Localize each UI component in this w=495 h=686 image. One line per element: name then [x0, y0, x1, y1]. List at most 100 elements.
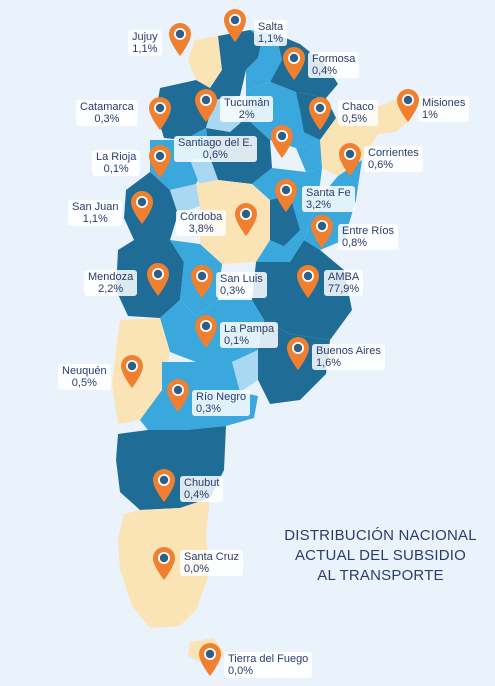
location-pin-icon-catamarca	[147, 95, 173, 131]
region-name-rio-negro: Río Negro	[196, 391, 247, 403]
region-name-tucuman: Tucumán	[224, 97, 270, 109]
location-pin-icon-misiones	[395, 87, 421, 123]
region-value-tucuman: 2%	[238, 109, 255, 121]
label-tierra-del-fuego: Tierra del Fuego 0,0%	[224, 652, 313, 678]
label-santiago-del-e: Santiago del E. 0,6%	[174, 136, 257, 162]
province-san-juan-light	[170, 184, 200, 214]
region-value-neuquen: 0,5%	[71, 377, 97, 389]
label-amba: AMBA 77,9%	[324, 270, 364, 296]
map-title-line-1: DISTRIBUCIÓN NACIONAL	[284, 527, 477, 544]
location-pin-icon-salta	[222, 7, 248, 43]
location-pin-icon-cordoba	[233, 201, 259, 237]
label-chaco: Chaco 0,5%	[338, 100, 378, 126]
label-corrientes: Corrientes 0,6%	[364, 146, 423, 172]
label-san-juan: San Juan 1,1%	[68, 200, 123, 226]
region-name-entre-rios: Entre Ríos	[342, 225, 394, 237]
location-pin-icon-santiago-del-e	[269, 123, 295, 159]
label-misiones: Misiones 1%	[418, 96, 470, 122]
location-pin-icon-santa-fe	[273, 177, 299, 213]
label-formosa: Formosa 0,4%	[308, 52, 360, 78]
region-name-santa-fe: Santa Fe	[306, 187, 351, 199]
region-value-entre-rios: 0,8%	[342, 237, 368, 249]
location-pin-icon-la-rioja	[147, 143, 173, 179]
label-jujuy: Jujuy 1,1%	[128, 30, 162, 56]
region-name-amba: AMBA	[328, 271, 360, 283]
label-tucuman: Tucumán 2%	[220, 96, 274, 122]
region-name-chaco: Chaco	[342, 101, 374, 113]
label-buenos-aires: Buenos Aires 1,6%	[312, 344, 385, 370]
region-value-mendoza: 2,2%	[98, 283, 124, 295]
location-pin-icon-buenos-aires	[285, 335, 311, 371]
region-value-la-rioja: 0,1%	[103, 163, 129, 175]
region-value-santiago-del-e: 0,6%	[202, 149, 228, 161]
region-value-formosa: 0,4%	[312, 65, 338, 77]
region-value-rio-negro: 0,3%	[196, 403, 222, 415]
location-pin-icon-tucuman	[193, 87, 219, 123]
region-name-san-luis: San Luis	[220, 273, 263, 285]
label-santa-cruz: Santa Cruz 0,0%	[180, 550, 244, 576]
region-value-la-pampa: 0,1%	[224, 335, 250, 347]
region-value-salta: 1,1%	[258, 33, 284, 45]
region-name-la-pampa: La Pampa	[224, 323, 275, 335]
region-name-corrientes: Corrientes	[368, 147, 419, 159]
label-neuquen: Neuquén 0,5%	[58, 364, 111, 390]
label-catamarca: Catamarca 0,3%	[76, 100, 138, 126]
region-value-chubut: 0,4%	[184, 489, 210, 501]
location-pin-icon-san-juan	[129, 189, 155, 225]
location-pin-icon-corrientes	[337, 141, 363, 177]
region-value-buenos-aires: 1,6%	[316, 357, 342, 369]
region-value-amba: 77,9%	[328, 283, 360, 295]
label-santa-fe: Santa Fe 3,2%	[302, 186, 355, 212]
label-cordoba: Córdoba 3,8%	[176, 210, 227, 236]
label-entre-rios: Entre Ríos 0,8%	[338, 224, 398, 250]
region-name-catamarca: Catamarca	[80, 101, 134, 113]
location-pin-icon-jujuy	[167, 21, 193, 57]
region-value-jujuy: 1,1%	[132, 43, 158, 55]
location-pin-icon-chubut	[151, 467, 177, 503]
region-value-tierra-del-fuego: 0,0%	[228, 665, 254, 677]
location-pin-icon-entre-rios	[309, 213, 335, 249]
region-name-neuquen: Neuquén	[62, 365, 107, 377]
label-mendoza: Mendoza 2,2%	[84, 270, 138, 296]
label-chubut: Chubut 0,4%	[180, 476, 224, 502]
location-pin-icon-mendoza	[145, 261, 171, 297]
province-buenos-aires-light	[232, 350, 258, 392]
region-name-salta: Salta	[258, 21, 284, 33]
label-la-rioja: La Rioja 0,1%	[92, 150, 141, 176]
map-title: DISTRIBUCIÓN NACIONAL ACTUAL DEL SUBSIDI…	[268, 526, 493, 586]
province-salta	[210, 30, 262, 100]
region-name-formosa: Formosa	[312, 53, 356, 65]
province-corrientes-blue	[296, 140, 322, 172]
region-name-tierra-del-fuego: Tierra del Fuego	[228, 653, 309, 665]
location-pin-icon-la-pampa	[193, 313, 219, 349]
province-amba	[252, 240, 352, 340]
location-pin-icon-san-luis	[189, 263, 215, 299]
region-name-santa-cruz: Santa Cruz	[184, 551, 240, 563]
region-name-mendoza: Mendoza	[88, 271, 134, 283]
region-value-san-luis: 0,3%	[220, 285, 246, 297]
location-pin-icon-amba	[295, 263, 321, 299]
region-value-corrientes: 0,6%	[368, 159, 394, 171]
region-value-chaco: 0,5%	[342, 113, 368, 125]
region-name-misiones: Misiones	[422, 97, 466, 109]
location-pin-icon-santa-cruz	[151, 545, 177, 581]
region-name-chubut: Chubut	[184, 477, 220, 489]
region-name-buenos-aires: Buenos Aires	[316, 345, 381, 357]
province-santa-fe-dark	[270, 196, 300, 246]
region-name-san-juan: San Juan	[72, 201, 119, 213]
region-value-santa-cruz: 0,0%	[184, 563, 210, 575]
location-pin-icon-tierra-del-fuego	[197, 641, 223, 677]
label-salta: Salta 1,1%	[254, 20, 288, 46]
map-title-line-2: ACTUAL DEL SUBSIDIO	[294, 547, 467, 564]
location-pin-icon-chaco	[307, 95, 333, 131]
region-value-cordoba: 3,8%	[188, 223, 214, 235]
region-value-misiones: 1%	[422, 109, 438, 121]
location-pin-icon-rio-negro	[165, 377, 191, 413]
province-jujuy	[188, 36, 222, 88]
region-value-san-juan: 1,1%	[82, 213, 108, 225]
location-pin-icon-formosa	[281, 45, 307, 81]
map-title-line-3: AL TRANSPORTE	[317, 567, 444, 584]
province-santiago-light	[190, 158, 218, 186]
region-name-la-rioja: La Rioja	[96, 151, 137, 163]
region-value-catamarca: 0,3%	[94, 113, 120, 125]
